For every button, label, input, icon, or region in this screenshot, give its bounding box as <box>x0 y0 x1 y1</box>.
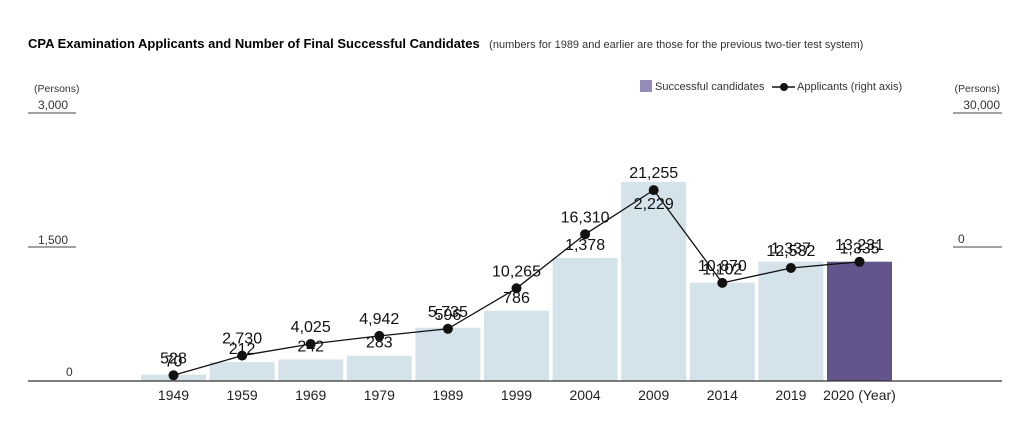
applicants-points <box>168 185 865 381</box>
applicants-label-1969: 4,025 <box>291 319 331 336</box>
x-tick-1979: 1979 <box>364 387 395 403</box>
left-axis-tick-0: 0 <box>66 365 73 379</box>
bar-label-1989: 596 <box>435 307 462 324</box>
x-tick-1999: 1999 <box>501 387 532 403</box>
applicants-point-1969 <box>305 339 316 349</box>
applicants-point-1959 <box>237 350 248 361</box>
bar-label-1949: 70 <box>165 354 183 371</box>
bar-2004 <box>552 257 618 381</box>
x-tick-2004: 2004 <box>570 387 601 403</box>
legend-label-successful: Successful candidates <box>655 81 765 93</box>
legend: Successful candidates Applicants (right … <box>640 80 902 93</box>
right-axis-tick-30000: 30,000 <box>963 98 1000 112</box>
bar-1989 <box>415 327 481 381</box>
bar-label-2019: 1,337 <box>771 241 811 258</box>
bar-1979 <box>346 355 412 381</box>
applicants-label-1959: 2,730 <box>222 331 262 348</box>
x-tick-1959: 1959 <box>227 387 258 403</box>
chart-subtitle: (numbers for 1989 and earlier are those … <box>489 39 863 51</box>
x-tick-2020: 2020 (Year) <box>823 387 896 403</box>
applicants-point-2020 <box>854 256 865 267</box>
applicants-label-2019: 12,532 <box>766 243 815 260</box>
left-axis-tick-3000: 3,000 <box>38 98 68 112</box>
applicants-point-2004 <box>580 229 591 240</box>
bar-label-2009: 2,229 <box>634 196 674 213</box>
bar-label-2004: 1,378 <box>565 237 605 254</box>
right-axis-unit: (Persons) <box>954 83 1000 95</box>
bar-label-1999: 786 <box>503 290 530 307</box>
applicants-point-1979 <box>374 330 385 341</box>
x-tick-2019: 2019 <box>775 387 806 403</box>
bar-label-1969: 242 <box>297 338 324 355</box>
chart-title-main: CPA Examination Applicants and Number of… <box>28 36 480 51</box>
left-axis-tick-1500: 1,500 <box>38 233 68 247</box>
legend-marker-applicants <box>780 83 788 91</box>
applicants-point-2014 <box>717 277 728 288</box>
bar-label-1979: 283 <box>366 335 393 352</box>
bar-2009 <box>621 181 687 381</box>
applicants-point-2009 <box>648 185 659 196</box>
x-tick-2009: 2009 <box>638 387 669 403</box>
applicants-label-1989: 5,735 <box>428 304 468 321</box>
chart-title: CPA Examination Applicants and Number of… <box>28 35 863 52</box>
applicants-point-2019 <box>785 263 796 273</box>
bar-1969 <box>278 359 344 381</box>
bar-label-2020: 1,335 <box>839 241 879 258</box>
bar-label-2014: 1,102 <box>702 262 742 279</box>
applicants-label-2009: 21,255 <box>629 165 678 182</box>
applicants-point-1989 <box>442 323 453 334</box>
x-tick-1969: 1969 <box>295 387 326 403</box>
x-tick-1949: 1949 <box>158 387 189 403</box>
bar-2019 <box>758 261 824 381</box>
x-tick-1989: 1989 <box>432 387 463 403</box>
left-axis-unit: (Persons) <box>34 83 80 95</box>
applicants-label-1979: 4,942 <box>359 311 399 328</box>
applicants-label-2020: 13,231 <box>835 237 884 254</box>
right-axis-tick-0: 0 <box>958 232 965 246</box>
bar-1999 <box>484 310 549 381</box>
applicants-label-1999: 10,265 <box>492 263 541 280</box>
legend-label-applicants: Applicants (right axis) <box>797 81 902 93</box>
bar-2020 <box>827 261 892 381</box>
applicants-label-2004: 16,310 <box>561 209 610 226</box>
x-tick-labels: 1949 1959 1969 1979 1989 1999 2004 2009 2014 2019… <box>158 387 896 403</box>
bar-label-1959: 212 <box>229 341 256 358</box>
applicants-label-2014: 10,870 <box>698 258 747 275</box>
x-tick-2014: 2014 <box>707 387 738 403</box>
applicants-label-1949: 528 <box>160 350 187 367</box>
applicants-point-1949 <box>168 370 179 381</box>
bar-1959 <box>209 362 275 381</box>
bar-2014 <box>689 282 755 381</box>
applicants-point-1999 <box>511 283 522 294</box>
legend-swatch-successful <box>640 80 652 92</box>
